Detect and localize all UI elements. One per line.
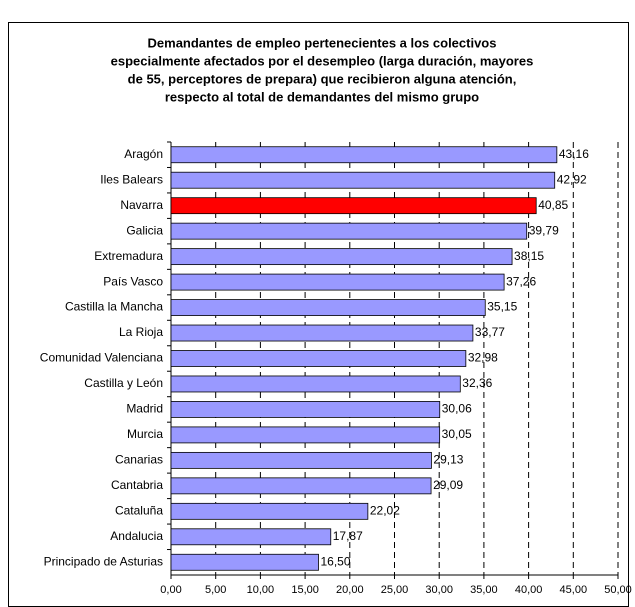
x-tick-label: 10,00 [247,584,275,596]
y-tick-label: Cataluña [115,503,163,517]
bar [170,401,441,418]
y-tick-label: Cantabria [111,478,163,492]
chart-title: respecto al total de demandantes del mis… [165,89,479,104]
x-tick-label: 25,00 [381,584,409,596]
data-label: 22,02 [370,503,400,517]
data-label: 17,87 [333,529,363,543]
data-label: 43,16 [559,147,589,161]
data-label: 29,13 [433,453,463,467]
y-tick-label: Canarias [115,453,163,467]
y-tick-label: Madrid [126,402,163,416]
bar [170,146,558,164]
bar [170,248,513,266]
y-tick-label: Comunidad Valenciana [40,351,164,365]
y-tick-label: Extremadura [94,249,163,263]
x-tick-label: 15,00 [291,584,319,596]
x-tick-label: 0,00 [160,584,181,596]
data-label: 29,09 [433,478,463,492]
bar [170,350,467,367]
y-tick-label: La Rioja [119,325,163,339]
y-tick-label: Murcia [127,427,163,441]
y-tick-label: Aragón [124,147,163,161]
x-tick-label: 35,00 [470,584,498,596]
bar [170,477,432,495]
bar [170,222,528,240]
bar [170,299,486,316]
data-label: 37,26 [506,274,536,288]
x-tick-label: 30,00 [425,584,453,596]
data-label: 40,85 [538,198,568,212]
x-tick-label: 5,00 [205,584,226,596]
bar [170,553,319,571]
data-label: 16,50 [321,554,351,568]
bar [170,502,369,520]
y-tick-label: Iles Balears [100,172,163,186]
data-label: 33,77 [475,325,505,339]
data-label: 30,06 [442,402,472,416]
data-label: 32,98 [468,351,498,365]
chart-title: Demandantes de empleo pertenecientes a l… [148,35,497,50]
bar [170,528,332,546]
data-label: 42,92 [557,172,587,186]
x-tick-label: 50,00 [604,584,632,596]
chart-title: especialmente afectados por el desempleo… [111,53,534,68]
y-tick-label: País Vasco [103,274,163,288]
data-label: 38,15 [514,249,544,263]
bar [170,375,461,393]
bar [170,451,432,469]
bar [170,171,556,189]
y-tick-label: Principado de Asturias [44,554,163,568]
data-label: 39,79 [529,223,559,237]
data-label: 35,15 [487,300,517,314]
bar [170,426,441,444]
y-tick-label: Navarra [120,198,163,212]
data-label: 32,36 [462,376,492,390]
y-tick-label: Castilla la Mancha [65,300,163,314]
y-tick-label: Castilla y León [84,376,163,390]
x-tick-label: 20,00 [336,584,364,596]
chart-title: de 55, perceptores de prepara) que recib… [128,71,517,86]
x-tick-label: 40,00 [515,584,543,596]
bar [170,197,537,215]
y-tick-label: Andalucia [110,529,163,543]
x-tick-label: 45,00 [560,584,588,596]
y-tick-label: Galicia [126,223,163,237]
bar [170,273,505,291]
bar [170,324,474,342]
data-label: 30,05 [442,427,472,441]
